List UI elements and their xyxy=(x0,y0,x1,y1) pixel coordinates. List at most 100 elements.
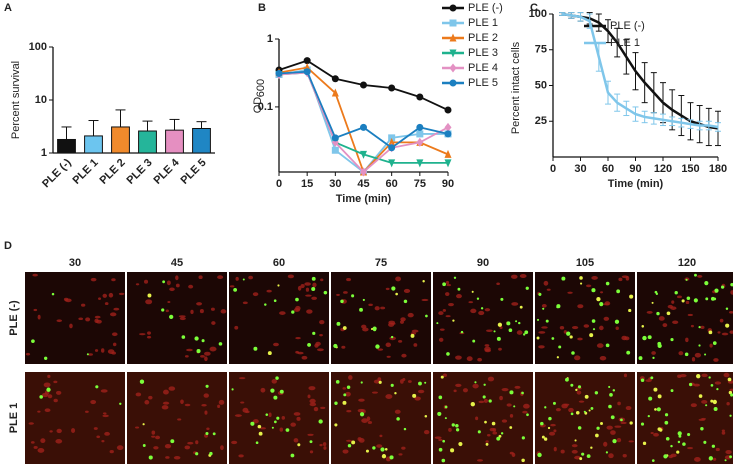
cell-red xyxy=(414,396,421,401)
cell-green xyxy=(526,413,529,417)
cell-red xyxy=(96,435,101,439)
cell-red xyxy=(109,449,114,454)
cell-red xyxy=(442,373,448,378)
cell-red xyxy=(94,315,101,319)
cell-green xyxy=(725,323,730,328)
cell-green xyxy=(698,394,703,398)
cell-red xyxy=(453,389,457,393)
cell-green xyxy=(257,424,262,429)
cell-red xyxy=(519,273,527,278)
panel-letter: D xyxy=(4,240,12,252)
cell-red xyxy=(538,331,546,334)
cell-green xyxy=(441,458,446,463)
cell-green xyxy=(592,328,596,331)
cell-red xyxy=(610,430,616,435)
cell-red xyxy=(501,388,509,392)
cell-red xyxy=(714,381,722,385)
cell-red xyxy=(25,352,31,356)
cell-red xyxy=(730,290,733,295)
cell-green xyxy=(650,376,654,380)
cell-red xyxy=(622,453,627,458)
cell-red xyxy=(164,443,172,449)
marker xyxy=(416,93,424,101)
cell-green xyxy=(44,356,48,360)
cell-red xyxy=(55,390,62,395)
cell-green xyxy=(394,392,397,395)
cell-red xyxy=(87,353,93,356)
cell-red xyxy=(670,453,677,458)
cell-red xyxy=(199,308,204,314)
cell-red xyxy=(206,427,210,431)
cell-red xyxy=(102,293,108,298)
cell-red xyxy=(667,304,673,309)
cell-red xyxy=(687,446,694,450)
cell-red xyxy=(625,276,630,281)
cell-green xyxy=(212,432,216,436)
cell-red xyxy=(438,337,444,342)
cell-green xyxy=(727,377,732,382)
cell-red xyxy=(390,322,396,325)
cell-red xyxy=(583,324,590,328)
cell-green xyxy=(444,417,447,420)
cell-red xyxy=(281,416,286,420)
cell-green xyxy=(612,439,617,444)
cell-green xyxy=(714,288,719,293)
cell-red xyxy=(144,400,150,405)
cell-green xyxy=(390,383,394,387)
cell-green xyxy=(458,441,463,447)
cell-red xyxy=(101,439,105,443)
bar xyxy=(57,138,76,154)
cell-red xyxy=(577,337,583,341)
cell-red xyxy=(273,342,279,347)
cell-red xyxy=(163,389,169,395)
cell-green xyxy=(580,282,583,285)
y-tick-label: 1 xyxy=(41,147,47,159)
cell-red xyxy=(395,276,401,282)
y-tick-label: 100 xyxy=(29,41,47,53)
cell-red xyxy=(662,323,668,328)
cell-green xyxy=(460,330,464,334)
cell-green xyxy=(438,447,443,452)
cell-red xyxy=(506,403,512,407)
legend-label: PLE 1 xyxy=(468,17,498,29)
cell-red xyxy=(546,288,551,291)
cell-green xyxy=(525,286,529,290)
cell-green xyxy=(581,452,585,456)
cell-red xyxy=(421,298,429,302)
cell-red xyxy=(37,410,41,413)
y-tick-label: 0.1 xyxy=(258,101,273,113)
cell-red xyxy=(153,446,159,450)
cell-red xyxy=(385,342,392,348)
cell-green xyxy=(470,401,476,407)
cell-green xyxy=(440,375,444,379)
cell-red xyxy=(571,444,578,448)
cell-green xyxy=(694,273,697,277)
cell-green xyxy=(39,395,43,399)
cell-red xyxy=(90,277,97,282)
cell-green xyxy=(485,442,489,446)
cell-red xyxy=(492,431,498,435)
cell-green xyxy=(698,344,701,347)
cell-green xyxy=(590,446,593,449)
cell-red xyxy=(297,285,302,291)
cell-red xyxy=(599,325,604,331)
cell-red xyxy=(591,275,598,280)
cell-red xyxy=(574,455,581,460)
cell-green xyxy=(521,391,524,395)
cell-green xyxy=(267,351,272,356)
cell-green xyxy=(351,294,355,298)
bar xyxy=(84,135,103,154)
cell-green xyxy=(425,314,428,318)
x-tick-label: PLE 4 xyxy=(152,156,183,187)
cell-green xyxy=(696,374,701,379)
cell-red xyxy=(434,436,442,439)
micrograph xyxy=(25,272,125,364)
cell-green xyxy=(384,448,388,451)
cell-red xyxy=(543,280,549,286)
cell-red xyxy=(295,336,301,340)
cell-red xyxy=(313,406,319,412)
cell-red xyxy=(238,454,244,458)
cell-red xyxy=(47,394,53,399)
cell-red xyxy=(307,433,314,436)
cell-red xyxy=(165,309,169,313)
